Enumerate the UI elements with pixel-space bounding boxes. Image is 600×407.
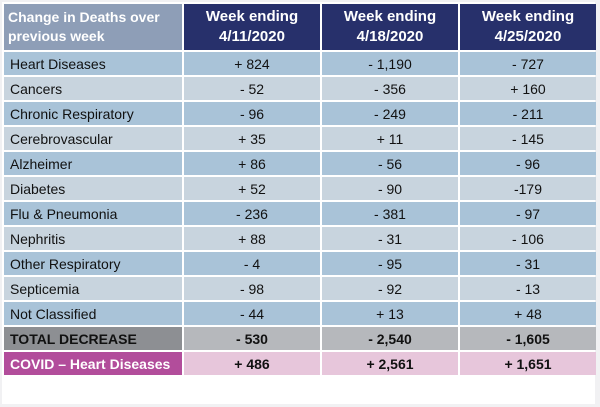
row-value: - 98 — [184, 277, 320, 300]
table-row: Septicemia - 98 - 92 - 13 — [4, 277, 596, 300]
covid-value: + 486 — [184, 352, 320, 375]
row-value: - 44 — [184, 302, 320, 325]
table-row: Not Classified - 44 + 13 + 48 — [4, 302, 596, 325]
row-label: Heart Diseases — [4, 52, 182, 75]
header-category: Change in Deaths over previous week — [4, 4, 182, 50]
row-value: + 88 — [184, 227, 320, 250]
covid-value: + 2,561 — [322, 352, 458, 375]
row-value: - 90 — [322, 177, 458, 200]
row-value: - 31 — [322, 227, 458, 250]
header-week-2: Week ending 4/18/2020 — [322, 4, 458, 50]
table-row: Chronic Respiratory - 96 - 249 - 211 — [4, 102, 596, 125]
header-week-3: Week ending 4/25/2020 — [460, 4, 596, 50]
header-week-1: Week ending 4/11/2020 — [184, 4, 320, 50]
row-label: Cerebrovascular — [4, 127, 182, 150]
covid-value: + 1,651 — [460, 352, 596, 375]
row-value: - 95 — [322, 252, 458, 275]
row-value: + 48 — [460, 302, 596, 325]
row-value: + 52 — [184, 177, 320, 200]
row-value: - 727 — [460, 52, 596, 75]
table-row: Flu & Pneumonia - 236 - 381 - 97 — [4, 202, 596, 225]
row-value: - 381 — [322, 202, 458, 225]
total-value: - 2,540 — [322, 327, 458, 350]
table-header-row: Change in Deaths over previous week Week… — [4, 4, 596, 50]
total-decrease-row: TOTAL DECREASE - 530 - 2,540 - 1,605 — [4, 327, 596, 350]
row-value: - 96 — [184, 102, 320, 125]
row-label: Other Respiratory — [4, 252, 182, 275]
row-label: Nephritis — [4, 227, 182, 250]
row-value: + 35 — [184, 127, 320, 150]
row-label: Cancers — [4, 77, 182, 100]
row-label: Septicemia — [4, 277, 182, 300]
row-value: - 56 — [322, 152, 458, 175]
row-value: - 249 — [322, 102, 458, 125]
row-label: Not Classified — [4, 302, 182, 325]
row-value: -179 — [460, 177, 596, 200]
table-row: Nephritis + 88 - 31 - 106 — [4, 227, 596, 250]
row-value: - 92 — [322, 277, 458, 300]
row-value: + 11 — [322, 127, 458, 150]
row-label: Alzheimer — [4, 152, 182, 175]
row-value: - 31 — [460, 252, 596, 275]
table-row: Cancers - 52 - 356 + 160 — [4, 77, 596, 100]
total-value: - 530 — [184, 327, 320, 350]
covid-heart-row: COVID – Heart Diseases + 486 + 2,561 + 1… — [4, 352, 596, 375]
row-label: Chronic Respiratory — [4, 102, 182, 125]
row-value: + 824 — [184, 52, 320, 75]
table-row: Heart Diseases + 824 - 1,190 - 727 — [4, 52, 596, 75]
row-value: - 1,190 — [322, 52, 458, 75]
row-value: + 160 — [460, 77, 596, 100]
row-value: - 96 — [460, 152, 596, 175]
table-row: Other Respiratory - 4 - 95 - 31 — [4, 252, 596, 275]
row-label: Flu & Pneumonia — [4, 202, 182, 225]
row-value: - 145 — [460, 127, 596, 150]
total-label: TOTAL DECREASE — [4, 327, 182, 350]
row-value: - 52 — [184, 77, 320, 100]
row-value: - 13 — [460, 277, 596, 300]
total-value: - 1,605 — [460, 327, 596, 350]
row-value: - 97 — [460, 202, 596, 225]
row-label: Diabetes — [4, 177, 182, 200]
row-value: - 106 — [460, 227, 596, 250]
deaths-change-table: Change in Deaths over previous week Week… — [2, 2, 598, 377]
table-row: Diabetes + 52 - 90 -179 — [4, 177, 596, 200]
row-value: - 356 — [322, 77, 458, 100]
row-value: - 236 — [184, 202, 320, 225]
table-row: Alzheimer + 86 - 56 - 96 — [4, 152, 596, 175]
row-value: - 4 — [184, 252, 320, 275]
covid-label: COVID – Heart Diseases — [4, 352, 182, 375]
row-value: - 211 — [460, 102, 596, 125]
row-value: + 86 — [184, 152, 320, 175]
row-value: + 13 — [322, 302, 458, 325]
table-row: Cerebrovascular + 35 + 11 - 145 — [4, 127, 596, 150]
